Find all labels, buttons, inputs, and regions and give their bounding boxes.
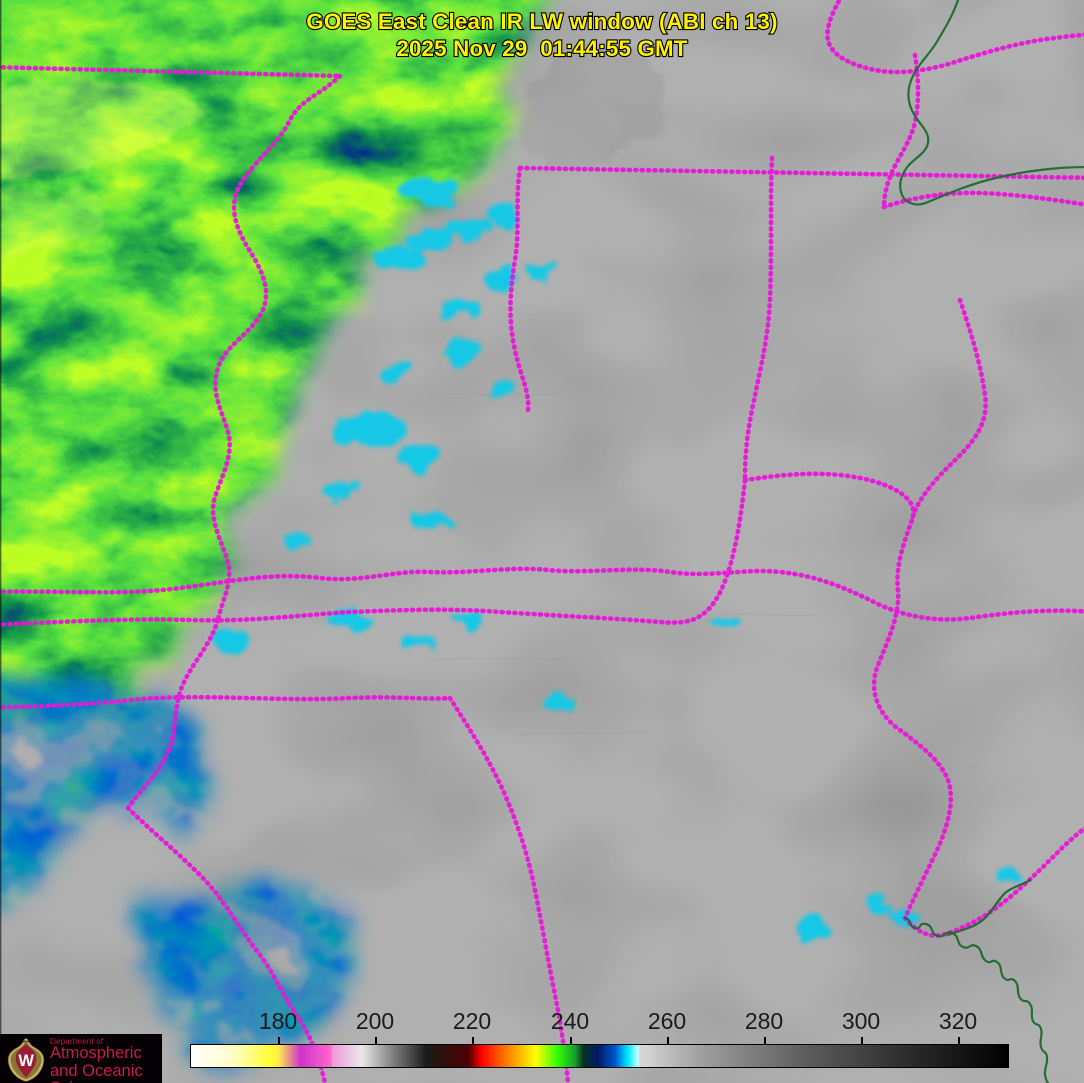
svg-text:W: W bbox=[18, 1052, 34, 1070]
